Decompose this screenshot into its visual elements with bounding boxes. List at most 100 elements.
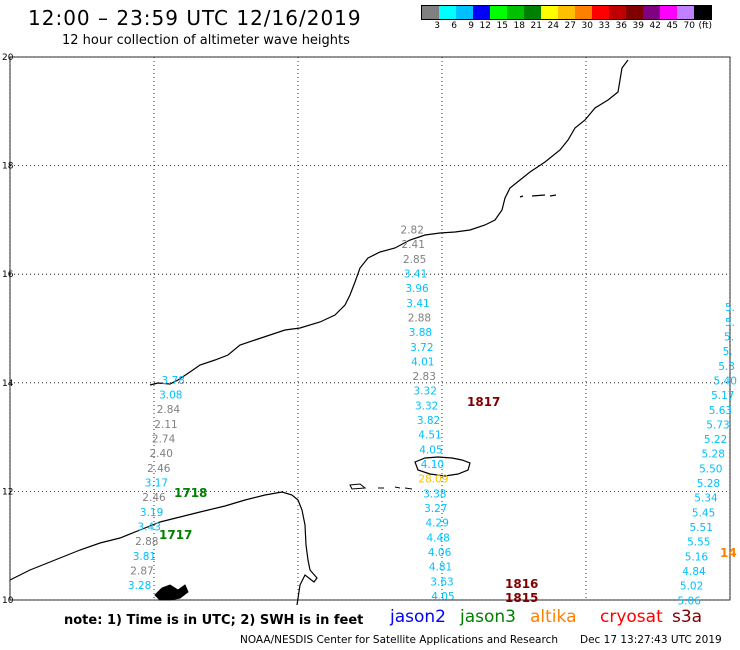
wave-height-value: 2.82	[401, 224, 424, 236]
wave-height-value: 3.17	[145, 478, 168, 490]
latitude-label: 10	[2, 596, 14, 605]
color-scale-label: 70	[683, 21, 695, 31]
wave-height-value: 5.73	[706, 419, 729, 431]
color-scale-label: 36	[615, 21, 627, 31]
color-swatch	[456, 6, 473, 19]
wave-height-value: 2.88	[408, 312, 431, 324]
wave-height-value: 3.27	[424, 503, 447, 515]
color-scale-label: 30	[581, 21, 593, 31]
pass-time-label: 1816	[505, 577, 538, 591]
color-scale-label: 21	[530, 21, 542, 31]
pass-time-label: 1815	[505, 591, 538, 605]
wave-height-value: 4.05	[419, 444, 442, 456]
wave-height-value: 3.88	[409, 327, 432, 339]
altimeter-tracks: 2.82 2.41 2.85 3.41 3.96 3.41 2.88 3.88 3.72 4.01…	[128, 224, 737, 605]
wave-height-value: 3.96	[405, 283, 429, 295]
footer-timestamp: Dec 17 13:27:43 UTC 2019	[580, 634, 722, 646]
wave-height-value: 4.29	[426, 518, 449, 530]
color-swatch	[439, 6, 456, 19]
color-swatch	[575, 6, 592, 19]
wave-height-value: 2.74	[152, 434, 176, 446]
wave-height-value: 5.50	[699, 463, 722, 475]
wave-height-value: 5.63	[709, 405, 732, 417]
color-scale-label: 12	[479, 21, 491, 31]
wave-height-value: 4.10	[421, 459, 444, 471]
islands-archipelago	[349, 483, 413, 490]
color-scale-label: 45	[666, 21, 678, 31]
wave-height-value: 3.41	[406, 298, 429, 310]
wave-height-value: 4.51	[418, 430, 441, 442]
color-swatch	[490, 6, 507, 19]
wave-height-value: 2.85	[403, 254, 426, 266]
wave-height-value: 3.78	[162, 375, 185, 387]
wave-height-value: 3.08	[159, 390, 182, 402]
coastline-somalia	[9, 491, 318, 605]
wave-height-value: 3.19	[140, 507, 163, 519]
latitude-label: 18	[2, 162, 14, 172]
wave-height-value: 2.88	[135, 536, 158, 548]
wave-height-value: 3.81	[133, 551, 156, 563]
latitude-label: 14	[2, 379, 14, 389]
footer-credit: NOAA/NESDIS Center for Satellite Applica…	[240, 634, 558, 646]
wave-height-value: 4.84	[682, 566, 706, 578]
color-scale-label: 9	[468, 21, 474, 31]
wave-height-value: 2.41	[402, 239, 425, 251]
color-scale-label: 33	[598, 21, 610, 31]
latitude-label: 16	[2, 270, 14, 280]
color-swatch	[473, 6, 490, 19]
latitude-label: 20	[2, 53, 14, 63]
satellite-legend-altika: altika	[530, 607, 577, 627]
wave-height-value: 5.45	[692, 507, 715, 519]
wave-height-value: 2.40	[150, 448, 173, 460]
color-swatch	[677, 6, 694, 19]
satellite-legend-cryosat: cryosat	[600, 607, 663, 627]
wave-height-value: 3.72	[410, 342, 433, 354]
color-scale-bar	[421, 5, 712, 20]
coastline-oman-bay	[519, 194, 557, 198]
wave-height-value: 4.81	[429, 562, 452, 574]
wave-height-value: 4.06	[428, 547, 452, 559]
wave-height-value: 5.17	[711, 390, 734, 402]
color-swatch	[507, 6, 524, 19]
color-scale-label: 42	[649, 21, 661, 31]
color-scale-label: (ft)	[698, 21, 712, 31]
color-scale-label: 3	[434, 21, 440, 31]
wave-height-value: 2.83	[413, 371, 436, 383]
wave-height-value: 5.06	[678, 595, 702, 605]
color-swatch	[541, 6, 558, 19]
color-swatch	[422, 6, 439, 19]
color-swatch	[626, 6, 643, 19]
coastline-arabia	[149, 59, 629, 386]
pass-time-label: 1718	[174, 486, 207, 500]
wave-height-value: 5.55	[687, 537, 710, 549]
wave-height-value: 3.82	[417, 415, 440, 427]
wave-height-value: 5.28	[697, 478, 720, 490]
latitude-label: 12	[2, 487, 13, 497]
wave-height-value: 2.87	[130, 565, 153, 577]
wave-height-value: 3.63	[430, 576, 453, 588]
color-swatch	[660, 6, 677, 19]
satellite-legend-jason3: jason3	[460, 607, 516, 627]
wave-height-value: 3.38	[423, 488, 446, 500]
wave-height-value: 5.	[725, 302, 735, 314]
altimeter-map: 454851545760101214161820 2.822.412.853.4…	[2, 53, 737, 605]
color-scale-label: 15	[496, 21, 508, 31]
satellite-legend-jason2: jason2	[390, 607, 446, 627]
color-scale-label: 27	[564, 21, 576, 31]
satellite-legend-s3a: s3a	[672, 607, 703, 627]
coastline-somalia-islands	[154, 584, 189, 601]
wave-height-value: 5.28	[702, 449, 725, 461]
wave-height-value: 5.02	[680, 581, 703, 593]
wave-height-value: 28.09	[418, 474, 448, 486]
island-socotra	[414, 456, 471, 477]
wave-height-value: 5.34	[694, 493, 718, 505]
color-swatch	[558, 6, 575, 19]
wave-height-value: 2.46	[142, 492, 166, 504]
wave-height-value: 4.01	[411, 356, 434, 368]
color-scale-label: 24	[547, 21, 559, 31]
pass-time-label: 1817	[467, 395, 500, 409]
lat-lon-grid: 454851545760101214161820	[2, 53, 731, 605]
wave-height-value: 2.46	[147, 463, 171, 475]
color-swatch	[592, 6, 609, 19]
chart-subtitle: 12 hour collection of altimeter wave hei…	[62, 33, 350, 48]
